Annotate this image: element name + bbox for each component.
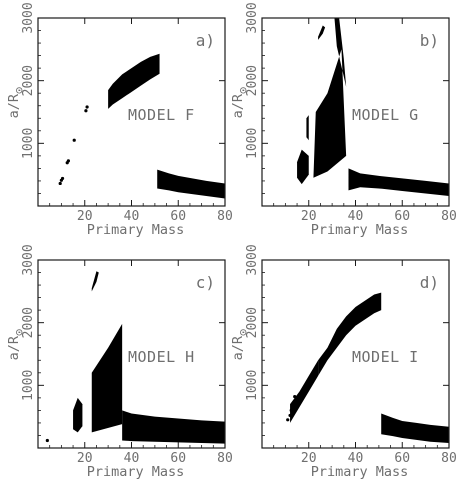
data-point: [66, 159, 70, 163]
x-tick-label: 40: [348, 451, 364, 466]
x-axis-title: Primary Mass: [87, 222, 185, 238]
data-point: [58, 181, 62, 186]
x-tick-label: 40: [348, 209, 364, 224]
data-point: [290, 403, 294, 407]
data-point: [72, 138, 76, 142]
data-region: [91, 323, 123, 433]
x-tick-label: 20: [77, 209, 93, 224]
y-axis-title-main: a/R: [6, 93, 22, 118]
x-tick-label: 80: [441, 451, 457, 466]
y-tick-label: 2000: [21, 307, 36, 338]
data-region: [318, 292, 382, 376]
y-tick-label: 2000: [245, 65, 260, 96]
panel-letter: c): [196, 273, 215, 292]
y-tick-label: 3000: [245, 2, 260, 33]
y-tick-label: 1000: [245, 128, 260, 159]
data-region: [348, 168, 449, 196]
y-axis-title-subscript: ⊙: [12, 329, 26, 336]
y-tick-label: 3000: [21, 2, 36, 33]
data-region: [297, 149, 309, 185]
data-point: [60, 176, 65, 181]
data-point: [288, 413, 292, 418]
y-axis-title: a/R⊙: [230, 87, 250, 119]
data-point: [293, 395, 297, 399]
chart-panel: 20 40 60 80 1000 2000 3000 Primary Mass a/R⊙ d) MO…: [230, 244, 457, 480]
y-tick-label: 1000: [21, 370, 36, 401]
panel-letter: b): [420, 31, 439, 50]
y-tick-label: 3000: [245, 244, 260, 275]
y-axis-title-main: a/R: [6, 335, 22, 360]
x-axis-title: Primary Mass: [87, 464, 185, 480]
x-tick-label: 60: [170, 451, 186, 466]
x-axis-title: Primary Mass: [311, 222, 409, 238]
y-axis-title: a/R⊙: [6, 329, 26, 361]
data-point: [84, 109, 88, 113]
model-label: MODEL F: [128, 106, 195, 124]
model-label: MODEL G: [352, 106, 419, 124]
y-axis-title-main: a/R: [230, 335, 246, 360]
y-tick-label: 3000: [21, 244, 36, 275]
x-tick-label: 20: [77, 451, 93, 466]
model-label: MODEL I: [352, 348, 419, 366]
data-region: [318, 25, 326, 40]
chart-panel: 20 40 60 80 1000 2000 3000 Primary Mass a/R⊙ a) MO…: [6, 2, 233, 238]
y-axis-title: a/R⊙: [6, 87, 26, 119]
y-axis-title-subscript: ⊙: [12, 87, 26, 94]
data-point: [286, 418, 290, 422]
x-tick-label: 80: [217, 451, 233, 466]
x-tick-label: 80: [217, 209, 233, 224]
data-point: [289, 408, 293, 412]
data-region: [306, 115, 309, 141]
data-point: [85, 105, 89, 109]
x-tick-label: 40: [124, 209, 140, 224]
data-region: [91, 271, 99, 292]
chart-panel: 20 40 60 80 1000 2000 3000 Primary Mass a/R⊙ c) MO…: [6, 244, 233, 480]
data-region: [381, 413, 449, 443]
panel-letter: d): [420, 273, 439, 292]
panel-letter: a): [196, 31, 215, 50]
y-axis-title-subscript: ⊙: [236, 329, 250, 336]
x-tick-label: 60: [394, 451, 410, 466]
x-tick-label: 20: [301, 451, 317, 466]
data-region: [290, 360, 319, 423]
y-tick-label: 2000: [21, 65, 36, 96]
x-tick-label: 40: [124, 451, 140, 466]
data-point: [295, 398, 299, 402]
data-region: [73, 397, 83, 433]
y-tick-label: 1000: [21, 128, 36, 159]
y-axis-title: a/R⊙: [230, 329, 250, 361]
data-region: [157, 169, 225, 199]
chart-panel: 20 40 60 80 1000 2000 3000 Primary Mass a/R⊙ b) MO…: [230, 2, 457, 238]
y-axis-title-main: a/R: [230, 93, 246, 118]
x-tick-label: 20: [301, 209, 317, 224]
data-point: [45, 438, 49, 443]
y-axis-title-subscript: ⊙: [236, 87, 250, 94]
x-tick-label: 60: [394, 209, 410, 224]
data-region: [108, 53, 160, 109]
y-tick-label: 2000: [245, 307, 260, 338]
x-tick-label: 60: [170, 209, 186, 224]
x-axis-title: Primary Mass: [311, 464, 409, 480]
model-label: MODEL H: [128, 348, 195, 366]
y-tick-label: 1000: [245, 370, 260, 401]
data-region: [122, 410, 225, 444]
x-tick-label: 80: [441, 209, 457, 224]
data-region: [313, 18, 347, 178]
